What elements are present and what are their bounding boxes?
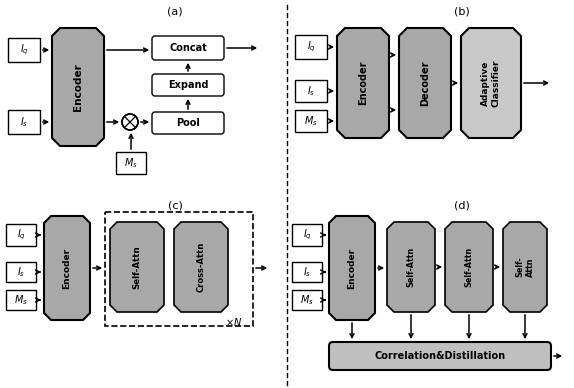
Text: $M_s$: $M_s$	[300, 293, 314, 307]
Text: $I_s$: $I_s$	[20, 115, 28, 129]
Text: Pool: Pool	[176, 118, 200, 128]
Polygon shape	[174, 222, 228, 312]
Bar	[295, 110, 327, 132]
Text: $I_s$: $I_s$	[303, 265, 311, 279]
Bar	[295, 35, 327, 59]
Polygon shape	[52, 28, 104, 146]
Bar	[6, 262, 36, 282]
Bar	[8, 38, 40, 62]
Bar	[8, 110, 40, 134]
Bar	[6, 290, 36, 310]
Text: Encoder: Encoder	[347, 248, 356, 289]
Text: Self-Attn: Self-Attn	[133, 245, 142, 289]
Bar	[292, 290, 322, 310]
Bar	[292, 262, 322, 282]
Polygon shape	[44, 216, 90, 320]
Circle shape	[122, 114, 138, 130]
Text: Self-Attn: Self-Attn	[464, 247, 474, 287]
Text: $\times N$: $\times N$	[225, 316, 242, 328]
Text: $I_s$: $I_s$	[17, 265, 25, 279]
Text: Adaptive
Classifier: Adaptive Classifier	[482, 59, 501, 107]
Polygon shape	[329, 216, 375, 320]
Text: Expand: Expand	[168, 80, 208, 90]
Bar	[116, 152, 146, 174]
Text: Encoder: Encoder	[63, 248, 72, 289]
Text: $I_s$: $I_s$	[307, 84, 315, 98]
Polygon shape	[503, 222, 547, 312]
FancyBboxPatch shape	[152, 74, 224, 96]
Polygon shape	[337, 28, 389, 138]
Polygon shape	[461, 28, 521, 138]
Polygon shape	[110, 222, 164, 312]
Text: Self-Attn: Self-Attn	[406, 247, 416, 287]
FancyBboxPatch shape	[152, 112, 224, 134]
Text: $I_q$: $I_q$	[20, 43, 29, 57]
Text: Correlation&Distillation: Correlation&Distillation	[374, 351, 506, 361]
Text: (c): (c)	[168, 201, 183, 211]
Text: Concat: Concat	[169, 43, 207, 53]
Text: (d): (d)	[454, 201, 470, 211]
Text: Cross-Attn: Cross-Attn	[196, 242, 205, 292]
FancyBboxPatch shape	[152, 36, 224, 60]
Polygon shape	[399, 28, 451, 138]
Text: $I_q$: $I_q$	[302, 228, 312, 242]
Text: $I_q$: $I_q$	[307, 40, 316, 54]
Bar	[6, 224, 36, 246]
Text: (a): (a)	[167, 7, 183, 17]
Text: $M_s$: $M_s$	[124, 156, 138, 170]
Text: Encoder: Encoder	[358, 61, 368, 105]
Text: Self-
Attn: Self- Attn	[515, 256, 535, 277]
Text: $I_q$: $I_q$	[17, 228, 25, 242]
FancyBboxPatch shape	[329, 342, 551, 370]
Text: $M_s$: $M_s$	[304, 114, 318, 128]
Bar	[292, 224, 322, 246]
Bar	[105, 212, 253, 326]
Bar	[295, 80, 327, 102]
Polygon shape	[387, 222, 435, 312]
Text: (b): (b)	[454, 7, 470, 17]
Text: Encoder: Encoder	[73, 63, 83, 111]
Polygon shape	[445, 222, 493, 312]
Text: Decoder: Decoder	[420, 60, 430, 106]
Text: $M_s$: $M_s$	[14, 293, 28, 307]
